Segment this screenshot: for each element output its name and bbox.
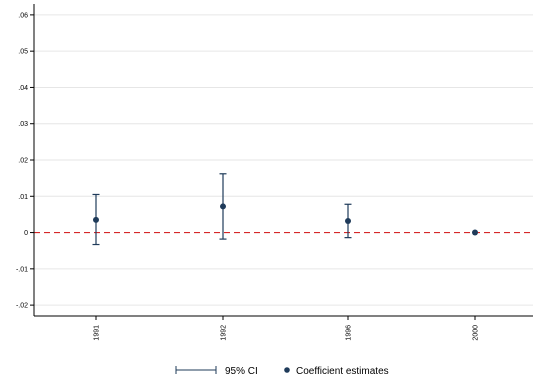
axes: -.02 -.01 0 .01 .02 .03 .04 .05 .06 1991 1992 1996 2…	[16, 4, 533, 341]
legend: 95% CI Coefficient estimates	[175, 366, 389, 377]
y-tick-label: .06	[18, 12, 28, 19]
y-tick-label: .01	[18, 194, 28, 201]
coefficient-point	[472, 229, 478, 236]
coefficient-point	[345, 217, 351, 224]
coefficient-point	[220, 203, 226, 210]
x-tick-label: 1996	[346, 325, 353, 341]
y-tick-label: 0	[24, 230, 28, 237]
coefficient-points	[93, 203, 478, 236]
y-tick-label: -.02	[16, 303, 28, 310]
y-tick-label: .05	[18, 49, 28, 56]
y-tick-label: .02	[18, 158, 28, 165]
legend-ci-label: 95% CI	[225, 366, 258, 377]
legend-point-label: Coefficient estimates	[296, 366, 389, 377]
x-tick-label: 2000	[473, 325, 480, 341]
y-tick-label: .03	[18, 121, 28, 128]
legend-point-marker	[284, 367, 290, 373]
coefficient-point	[93, 216, 99, 223]
y-tick-label: .04	[18, 85, 28, 92]
y-tick-label: -.01	[16, 266, 28, 273]
grid-lines	[34, 14, 533, 306]
x-tick-label: 1991	[94, 325, 101, 341]
x-tick-label: 1992	[221, 325, 228, 341]
